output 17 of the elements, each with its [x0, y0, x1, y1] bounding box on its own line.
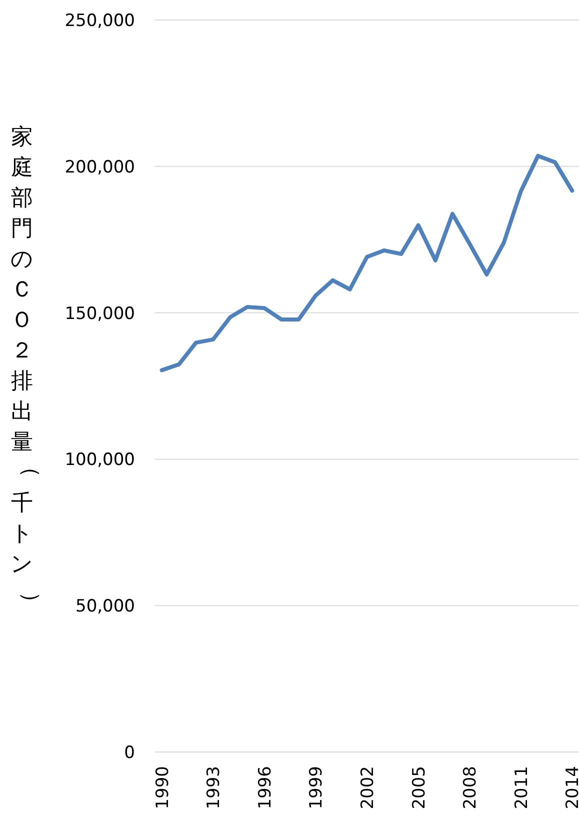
x-tick-label: 1999	[306, 766, 327, 810]
x-tick-label: 2005	[409, 766, 430, 810]
y-tick-label: 250,000	[64, 11, 135, 31]
y-tick-label: 150,000	[64, 304, 135, 324]
line-series	[160, 154, 574, 372]
x-tick-label: 1996	[255, 766, 276, 810]
y-tick-label: 200,000	[64, 157, 135, 178]
x-tick-label: 1990	[152, 766, 173, 810]
y-axis-title: 家庭部門のＣＯ２排出量（千トン）	[10, 124, 43, 614]
y-tick-label: 50,000	[76, 596, 135, 617]
x-tick-label: 2011	[512, 766, 532, 810]
y-tick-label: 0	[124, 743, 135, 763]
x-tick-label: 1993	[204, 766, 224, 810]
x-tick-label: 2014	[563, 766, 579, 810]
x-tick-label: 2008	[460, 766, 481, 810]
y-tick-label: 100,000	[64, 450, 135, 470]
x-tick-label: 2002	[358, 766, 378, 810]
